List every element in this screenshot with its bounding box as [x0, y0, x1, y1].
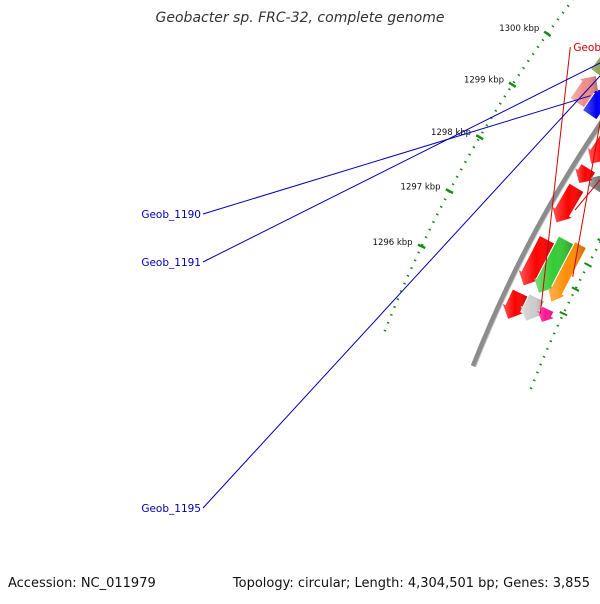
kbp-ticks: 1296 kbp 1297 kbp 1298 kbp 1299 kbp 1300 kbp… — [373, 24, 600, 317]
topology-text: Topology: circular; Length: 4,304,501 bp… — [232, 576, 590, 591]
kbp-tick-label: 1299 kbp — [464, 75, 504, 85]
map-title: Geobacter sp. FRC-32, complete genome — [156, 10, 445, 26]
gene-arrow-shade-g1187 — [552, 183, 584, 223]
backbone-highlight — [474, 128, 600, 368]
leader-line — [202, 62, 600, 263]
gene-arrow-shade-g1185b — [520, 294, 544, 321]
genome-backbone — [470, 120, 600, 368]
minor-tick — [597, 238, 600, 242]
gene-arrow-shade-g1190a — [583, 89, 600, 120]
major-tick — [445, 188, 454, 195]
kbp-tick-label: 1297 kbp — [401, 182, 441, 192]
gene-arrow-shade-g1185c — [537, 306, 554, 322]
backbone-line — [470, 120, 600, 368]
gene-arrow-shade-g1186a — [518, 236, 555, 286]
leader-line — [572, 120, 600, 277]
minor-tick — [584, 262, 593, 268]
leader-line — [539, 46, 571, 314]
footer-backdrop — [0, 573, 600, 593]
major-tick — [543, 30, 552, 38]
major-tick — [417, 243, 426, 250]
leader-line — [202, 75, 600, 509]
gene-label-Geob_1191[interactable]: Geob_1191 — [141, 257, 201, 269]
accession-text: Accession: NC_011979 — [8, 576, 156, 591]
gene-features — [502, 57, 600, 322]
kbp-tick-label: 1300 kbp — [499, 24, 539, 34]
kbp-tick-label: 1296 kbp — [373, 238, 413, 248]
gene-label-Geob_1195[interactable]: Geob_1195 — [141, 503, 201, 515]
gene-arrow-shade-g1185a — [502, 289, 528, 319]
gene-arrow-shade-g1191b — [591, 57, 600, 76]
gene-labels: Geob_1185Geob_1186Geob_1187Geob_1188Geob… — [141, 42, 600, 515]
gene-arrow-shade-g1188b — [588, 175, 600, 193]
leader-line — [202, 95, 591, 215]
minor-tick — [571, 286, 580, 292]
major-tick — [475, 134, 484, 141]
kbp-tick-label: 1298 kbp — [431, 128, 471, 138]
gene-label-Geob_1190[interactable]: Geob_1190 — [141, 209, 201, 221]
minor-tick — [559, 311, 568, 317]
major-tick — [508, 81, 517, 88]
gene-label-Geob_1185[interactable]: Geob_1185 — [573, 42, 600, 54]
